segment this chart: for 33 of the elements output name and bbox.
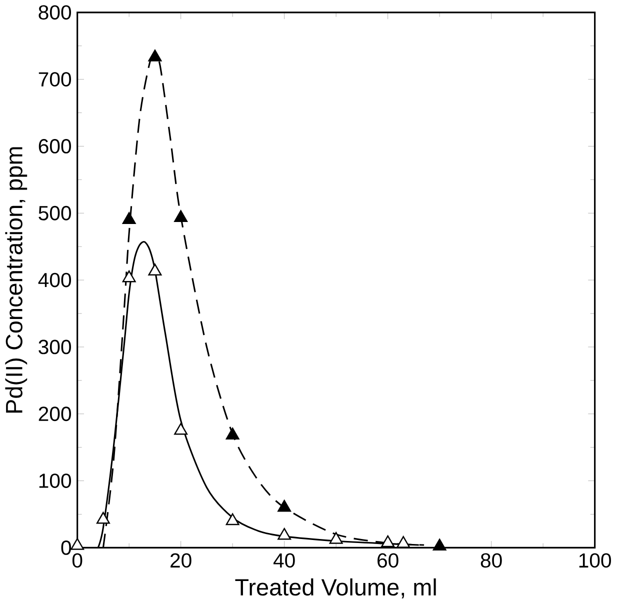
point xyxy=(122,212,136,224)
y-tick-label: 0 xyxy=(61,540,72,556)
point xyxy=(381,536,395,548)
point xyxy=(96,512,110,524)
y-tick-label: 500 xyxy=(38,206,72,221)
x-tick-label: 40 xyxy=(273,553,295,568)
point xyxy=(278,500,292,512)
point xyxy=(70,538,84,550)
point xyxy=(226,513,240,526)
y-axis-title: Pd(II) Concentration, ppm xyxy=(5,147,28,413)
point xyxy=(174,423,188,435)
y-tick-label: 200 xyxy=(38,406,72,422)
x-tick-label: 0 xyxy=(72,553,82,568)
x-tick-label: 100 xyxy=(579,553,611,568)
point xyxy=(226,428,240,440)
point xyxy=(148,264,162,276)
x-tick-label: 20 xyxy=(170,553,192,568)
point xyxy=(278,528,292,540)
y-tick-label: 600 xyxy=(38,139,72,154)
y-tick-label: 700 xyxy=(38,72,72,87)
y-tick-label: 800 xyxy=(38,5,72,20)
x-tick-label: 80 xyxy=(480,553,502,568)
y-tick-label: 300 xyxy=(38,340,72,354)
x-tick-label: 60 xyxy=(378,553,398,568)
y-tick-label: 400 xyxy=(38,273,72,288)
point xyxy=(329,532,343,544)
point xyxy=(122,270,136,282)
point xyxy=(148,50,162,62)
y-tick-label: 100 xyxy=(39,474,72,488)
point xyxy=(174,210,188,222)
x-axis-title: Treated Volume, ml xyxy=(235,578,436,599)
point xyxy=(432,538,446,551)
point xyxy=(396,536,410,548)
